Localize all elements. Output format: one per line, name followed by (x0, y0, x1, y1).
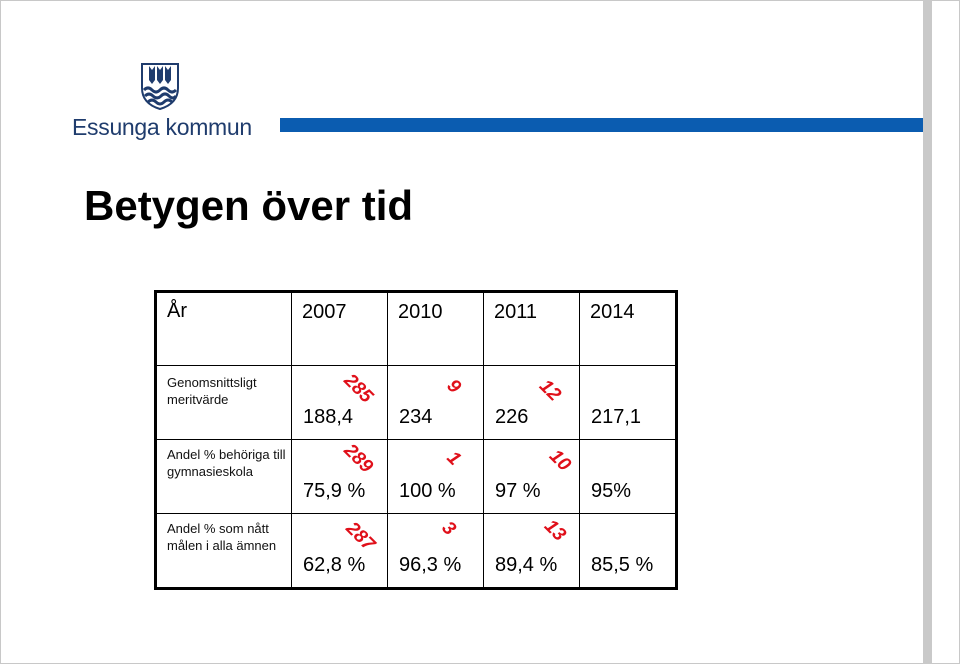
cell-value: 89,4 % (495, 554, 558, 576)
year-2011: 2011 (494, 301, 538, 323)
value-cell: 10 97 % (483, 439, 580, 514)
rank-label: 1 (442, 447, 465, 470)
rank-label: 12 (535, 375, 565, 406)
header-cell: År (155, 291, 292, 366)
cell-value: 226 (495, 406, 529, 428)
header-cell: 2014 (579, 291, 677, 366)
header-cell: 2011 (483, 291, 580, 366)
rank-label: 285 (339, 370, 377, 408)
row-label-cell: Andel % behöriga till gymnasieskola (155, 439, 292, 514)
value-cell: 287 62,8 % (291, 513, 388, 589)
value-cell: 95% (579, 439, 677, 514)
rank-label: 13 (540, 515, 570, 546)
year-header-label: År (167, 300, 187, 322)
table-row: Andel % som nått målen i alla ämnen 287 … (155, 513, 677, 589)
year-2010: 2010 (398, 301, 443, 323)
row-label-cell: Genomsnittsligt meritvärde (155, 365, 292, 440)
rank-label: 287 (341, 518, 379, 556)
cell-value: 188,4 (303, 406, 354, 428)
grades-table: År 2007 2010 2011 2014 Genomsnittsligt m… (154, 290, 678, 590)
value-cell: 9 234 (387, 365, 484, 440)
right-edge-bar (923, 0, 932, 664)
value-cell: 13 89,4 % (483, 513, 580, 589)
cell-value: 100 % (399, 480, 456, 502)
year-2007: 2007 (302, 301, 347, 323)
cell-value: 96,3 % (399, 554, 462, 576)
page-title: Betygen över tid (84, 182, 414, 229)
org-name: Essunga kommun (72, 114, 252, 140)
value-cell: 289 75,9 % (291, 439, 388, 514)
rank-label: 9 (442, 375, 465, 398)
header-cell: 2007 (291, 291, 388, 366)
value-cell: 217,1 (579, 365, 677, 440)
coat-of-arms-icon (141, 63, 179, 110)
cell-value: 95% (591, 480, 632, 502)
value-cell: 85,5 % (579, 513, 677, 589)
value-cell: 3 96,3 % (387, 513, 484, 589)
row-label: Andel % behöriga till gymnasieskola (167, 447, 286, 479)
cell-value: 85,5 % (591, 554, 654, 576)
row-label: Genomsnittsligt meritvärde (167, 375, 257, 407)
value-cell: 12 226 (483, 365, 580, 440)
row-label-cell: Andel % som nått målen i alla ämnen (155, 513, 292, 589)
rank-label: 289 (339, 440, 377, 478)
table-row: Andel % behöriga till gymnasieskola 289 … (155, 439, 677, 514)
logo: Essunga kommun (72, 62, 252, 142)
table-row: Genomsnittsligt meritvärde 285 188,4 9 2… (155, 365, 677, 440)
header-row: År 2007 2010 2011 2014 (155, 291, 677, 366)
cell-value: 217,1 (591, 406, 642, 428)
cell-value: 97 % (495, 480, 541, 502)
rank-label: 10 (545, 445, 575, 476)
header-cell: 2010 (387, 291, 484, 366)
value-cell: 1 100 % (387, 439, 484, 514)
cell-value: 234 (399, 406, 433, 428)
header-stripe (280, 118, 923, 132)
row-label: Andel % som nått målen i alla ämnen (167, 521, 277, 553)
cell-value: 75,9 % (303, 480, 366, 502)
rank-label: 3 (437, 517, 460, 540)
value-cell: 285 188,4 (291, 365, 388, 440)
year-2014: 2014 (590, 301, 635, 323)
cell-value: 62,8 % (303, 554, 366, 576)
